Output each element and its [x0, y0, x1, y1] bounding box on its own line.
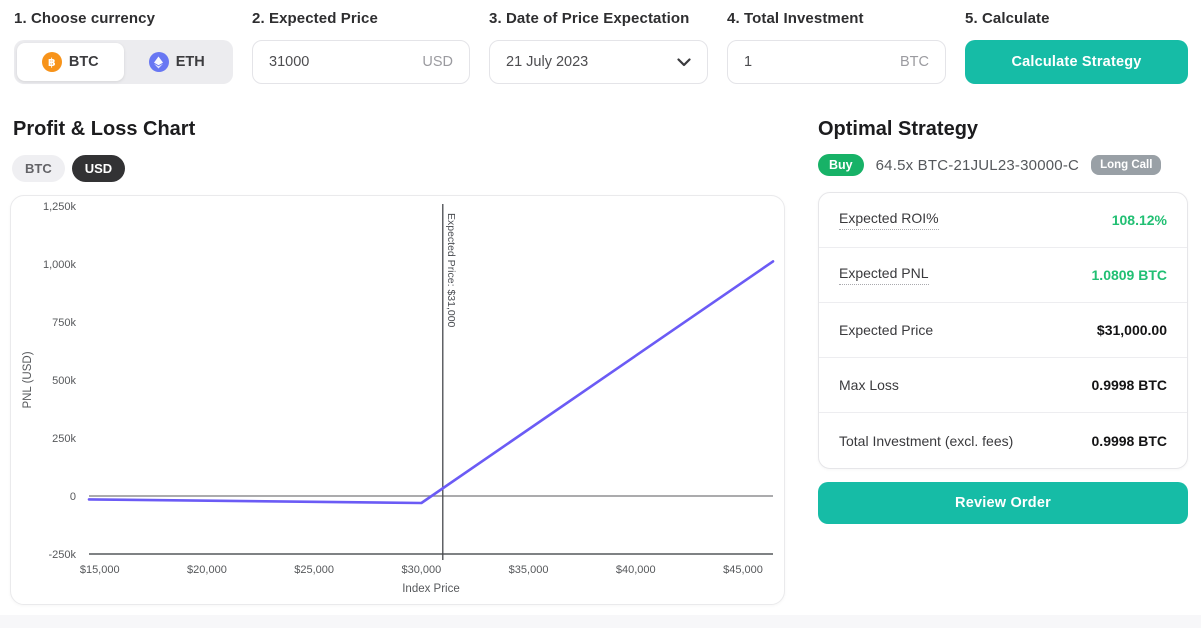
eth-icon	[148, 52, 169, 72]
footer-strip	[0, 615, 1201, 628]
expectation-date-dropdown[interactable]: 21 July 2023	[489, 40, 708, 84]
x-tick-label: $45,000	[723, 564, 763, 576]
currency-option-btc-label: BTC	[68, 54, 99, 70]
expected-pnl-label[interactable]: Expected PNL	[839, 265, 929, 285]
row-max-loss: Max Loss 0.9998 BTC	[819, 358, 1187, 413]
max-loss-label: Max Loss	[839, 377, 899, 393]
pnl-chart: 1,250k 1,000k 750k 500k 250k 0 -250k PNL (USD) $…	[22, 201, 775, 595]
y-tick-label: 750k	[52, 317, 76, 329]
chart-unit-btc[interactable]: BTC	[12, 155, 65, 182]
x-tick-label: $15,000	[80, 564, 120, 576]
x-tick-label: $35,000	[509, 564, 549, 576]
x-axis-title: Index Price	[402, 583, 460, 595]
expected-price-unit: USD	[422, 54, 453, 70]
expectation-date-section: 3. Date of Price Expectation 21 July 202…	[489, 10, 708, 84]
row-expected-pnl: Expected PNL 1.0809 BTC	[819, 248, 1187, 303]
expected-price-input[interactable]	[269, 54, 423, 70]
expected-pnl-value: 1.0809 BTC	[1091, 267, 1167, 283]
calculate-label: 5. Calculate	[965, 10, 1050, 27]
x-tick-label: $20,000	[187, 564, 227, 576]
buy-badge: Buy	[818, 154, 864, 176]
total-investment-section: 4. Total Investment BTC	[727, 10, 946, 84]
y-tick-label: 500k	[52, 375, 76, 387]
instrument-name: 64.5x BTC-21JUL23-30000-C	[875, 156, 1080, 174]
y-tick-label: -250k	[48, 549, 76, 561]
pnl-line	[87, 260, 775, 505]
long-call-badge: Long Call	[1091, 155, 1162, 175]
y-tick-label: 250k	[52, 433, 76, 445]
chart-unit-usd[interactable]: USD	[71, 155, 126, 182]
calculate-section: 5. Calculate Calculate Strategy	[965, 10, 1188, 84]
total-investment-row-value: 0.9998 BTC	[1091, 432, 1167, 449]
currency-section: 1. Choose currency ฿ BTC ETH	[14, 10, 233, 84]
currency-option-eth[interactable]: ETH	[124, 43, 231, 81]
pnl-chart-card: 1,250k 1,000k 750k 500k 250k 0 -250k PNL (USD) $…	[10, 195, 785, 605]
expected-roi-label[interactable]: Expected ROI%	[839, 210, 939, 230]
x-tick-label: $40,000	[616, 564, 656, 576]
currency-label: 1. Choose currency	[14, 10, 156, 27]
expected-price-label: 2. Expected Price	[252, 10, 378, 27]
review-order-button[interactable]: Review Order	[818, 482, 1188, 524]
max-loss-value: 0.9998 BTC	[1091, 377, 1167, 393]
x-tick-label: $30,000	[401, 564, 441, 576]
optimal-strategy-title: Optimal Strategy	[818, 118, 979, 140]
currency-toggle: ฿ BTC ETH	[14, 40, 233, 84]
optimal-strategy-block: Optimal Strategy Buy 64.5x BTC-21JUL23-3…	[818, 118, 1188, 524]
expected-price-vline-label: Expected Price: $31,000	[445, 213, 457, 328]
total-investment-row-label: Total Investment (excl. fees)	[839, 432, 1014, 449]
y-tick-label: 1,250k	[43, 201, 77, 213]
row-total-investment: Total Investment (excl. fees) 0.9998 BTC	[819, 413, 1187, 468]
expected-price-control: USD	[252, 40, 470, 84]
x-tick-label: $25,000	[294, 564, 334, 576]
pnl-chart-title: Profit & Loss Chart	[13, 118, 196, 140]
chevron-down-icon	[677, 57, 691, 66]
pnl-chart-block: Profit & Loss Chart BTC USD 1,250k 1,000k…	[10, 118, 785, 605]
currency-option-eth-label: ETH	[175, 54, 205, 70]
calculate-strategy-button[interactable]: Calculate Strategy	[965, 40, 1188, 84]
total-investment-label: 4. Total Investment	[727, 10, 864, 27]
row-expected-roi: Expected ROI% 108.12%	[819, 193, 1187, 248]
y-axis-title: PNL (USD)	[22, 351, 34, 408]
expected-price-row-label: Expected Price	[839, 322, 934, 338]
expectation-date-value: 21 July 2023	[506, 54, 589, 70]
total-investment-unit: BTC	[900, 54, 929, 70]
expectation-date-label: 3. Date of Price Expectation	[489, 10, 690, 27]
total-investment-input[interactable]	[744, 54, 900, 70]
y-tick-label: 1,000k	[43, 259, 77, 271]
expected-price-section: 2. Expected Price USD	[252, 10, 470, 84]
expected-price-row-value: $31,000.00	[1096, 322, 1167, 338]
y-tick-label: 0	[70, 491, 76, 503]
expected-roi-value: 108.12%	[1111, 212, 1167, 228]
strategy-summary-row: Buy 64.5x BTC-21JUL23-30000-C Long Call	[818, 154, 1188, 176]
chart-unit-toggle: BTC USD	[10, 155, 785, 182]
row-expected-price: Expected Price $31,000.00	[819, 303, 1187, 358]
strategy-details-card: Expected ROI% 108.12% Expected PNL 1.080…	[818, 192, 1188, 469]
currency-option-btc[interactable]: ฿ BTC	[17, 43, 124, 81]
total-investment-control: BTC	[727, 40, 946, 84]
btc-icon: ฿	[41, 52, 62, 72]
